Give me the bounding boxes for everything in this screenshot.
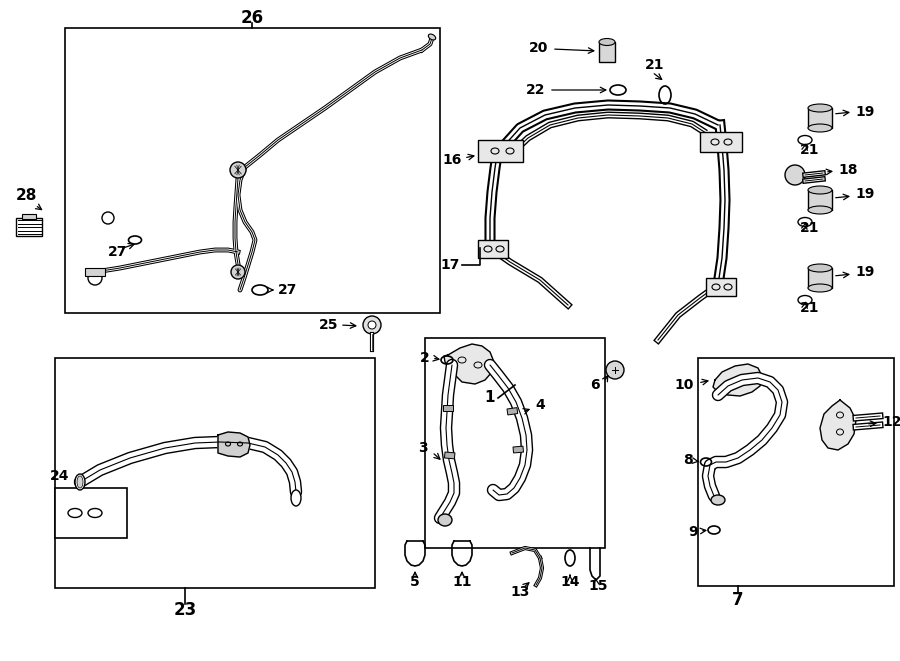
- Bar: [706, 278, 736, 296]
- Bar: [808, 190, 832, 210]
- Text: 19: 19: [855, 187, 875, 201]
- Text: 1: 1: [484, 391, 495, 405]
- Bar: [700, 132, 742, 152]
- Text: 12: 12: [882, 415, 900, 429]
- Ellipse shape: [711, 495, 725, 505]
- Ellipse shape: [599, 38, 615, 46]
- Bar: [443, 405, 453, 411]
- Bar: [55, 358, 375, 588]
- Text: 15: 15: [589, 579, 608, 593]
- Bar: [16, 218, 42, 236]
- Text: 2: 2: [420, 351, 430, 365]
- Ellipse shape: [808, 186, 832, 194]
- Ellipse shape: [808, 206, 832, 214]
- Bar: [513, 446, 524, 453]
- Ellipse shape: [428, 34, 436, 40]
- Text: 5: 5: [410, 575, 420, 589]
- Text: 16: 16: [443, 153, 462, 167]
- Bar: [478, 140, 523, 162]
- Ellipse shape: [291, 490, 301, 506]
- Bar: [478, 240, 508, 258]
- Text: 20: 20: [528, 41, 548, 55]
- Circle shape: [363, 316, 381, 334]
- Text: 7: 7: [733, 591, 743, 609]
- Bar: [55, 488, 127, 538]
- Text: 4: 4: [535, 398, 544, 412]
- Circle shape: [368, 321, 376, 329]
- Bar: [599, 42, 615, 62]
- Bar: [507, 408, 517, 415]
- Text: 10: 10: [675, 378, 694, 392]
- Circle shape: [102, 212, 114, 224]
- Text: 21: 21: [800, 221, 820, 235]
- Circle shape: [88, 271, 102, 285]
- Ellipse shape: [808, 264, 832, 272]
- Text: 19: 19: [855, 265, 875, 279]
- Circle shape: [230, 162, 246, 178]
- Bar: [425, 338, 605, 548]
- Ellipse shape: [808, 104, 832, 112]
- Ellipse shape: [808, 124, 832, 132]
- Bar: [85, 268, 105, 276]
- Polygon shape: [218, 432, 250, 457]
- Circle shape: [606, 361, 624, 379]
- Text: 21: 21: [800, 301, 820, 315]
- Text: 26: 26: [240, 9, 264, 27]
- Polygon shape: [820, 400, 856, 450]
- Bar: [808, 108, 832, 128]
- Bar: [808, 268, 832, 288]
- Ellipse shape: [438, 514, 452, 526]
- Text: 9: 9: [688, 525, 698, 539]
- Text: 23: 23: [174, 601, 196, 619]
- Bar: [445, 452, 455, 459]
- Polygon shape: [444, 344, 494, 384]
- Ellipse shape: [77, 476, 83, 488]
- Bar: [22, 214, 36, 219]
- Text: 18: 18: [838, 163, 858, 177]
- Text: 17: 17: [441, 258, 460, 272]
- Ellipse shape: [808, 284, 832, 292]
- Text: 21: 21: [645, 58, 664, 72]
- Text: 21: 21: [800, 143, 820, 157]
- Circle shape: [785, 165, 805, 185]
- Bar: [698, 358, 894, 586]
- Text: 14: 14: [560, 575, 580, 589]
- Text: 28: 28: [16, 188, 38, 202]
- Polygon shape: [713, 364, 762, 396]
- Text: 24: 24: [50, 469, 70, 483]
- Text: 8: 8: [683, 453, 693, 467]
- Circle shape: [231, 265, 245, 279]
- Bar: [65, 28, 440, 313]
- Text: 6: 6: [590, 378, 600, 392]
- Text: 22: 22: [526, 83, 545, 97]
- Text: 25: 25: [319, 318, 338, 332]
- Text: 27: 27: [108, 245, 128, 259]
- Text: 19: 19: [855, 105, 875, 119]
- Text: 11: 11: [452, 575, 472, 589]
- Ellipse shape: [75, 474, 85, 490]
- Text: 13: 13: [510, 585, 530, 599]
- Text: 27: 27: [278, 283, 297, 297]
- Text: 3: 3: [418, 441, 428, 455]
